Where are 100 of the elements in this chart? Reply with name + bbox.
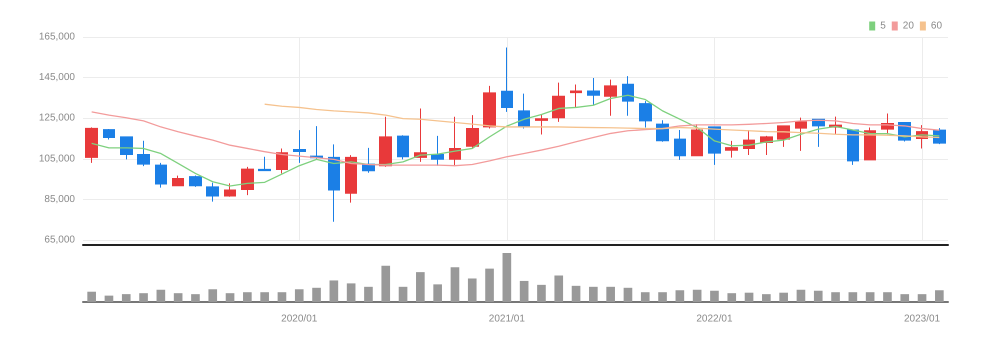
candlestick <box>501 47 513 112</box>
candlestick <box>570 84 582 108</box>
candlestick <box>604 79 617 116</box>
line-series <box>91 94 940 187</box>
candlestick <box>328 144 340 222</box>
bar <box>191 294 200 302</box>
candlestick <box>85 126 98 164</box>
x-tick-label: 2023/01 <box>904 314 941 324</box>
line-series <box>91 111 940 166</box>
bar <box>520 280 528 302</box>
line-series <box>264 104 940 138</box>
candlestick <box>206 182 219 202</box>
bar <box>398 286 408 302</box>
legend-label: 20 <box>902 20 914 32</box>
bar <box>381 266 390 302</box>
candlestick <box>293 130 306 164</box>
bar <box>416 272 425 302</box>
candlestick <box>120 136 133 160</box>
bar <box>624 288 632 302</box>
candlestick <box>639 100 652 128</box>
candlestick <box>587 78 600 106</box>
candlestick <box>345 154 357 204</box>
x-tick-label: 2022/01 <box>696 314 733 324</box>
candlestick <box>103 128 115 140</box>
bar <box>640 292 650 302</box>
bar <box>243 292 252 302</box>
bar <box>692 290 702 302</box>
bar <box>658 292 667 302</box>
bar <box>156 290 166 302</box>
bar <box>848 292 858 302</box>
bar <box>796 290 806 302</box>
bar <box>918 294 926 302</box>
bar <box>139 293 148 302</box>
candlestick <box>864 127 876 160</box>
bar <box>278 292 286 302</box>
legend-label: 5 <box>880 20 886 32</box>
bar <box>727 293 736 302</box>
candlestick <box>155 162 167 188</box>
bar <box>676 290 684 302</box>
bar <box>450 267 460 302</box>
candlestick <box>535 114 548 135</box>
candlestick <box>137 140 150 167</box>
bar <box>710 290 719 302</box>
bar <box>312 288 321 302</box>
y-tick-label: 145,000 <box>38 72 76 84</box>
candlestick <box>691 124 703 156</box>
bar <box>762 294 771 302</box>
bar <box>572 286 580 302</box>
bar <box>866 292 874 302</box>
candlestick <box>466 114 479 149</box>
y-tick-label: 105,000 <box>38 153 76 164</box>
bar <box>208 289 218 302</box>
bar <box>935 290 944 302</box>
candlestick <box>431 135 444 166</box>
bar <box>468 278 477 302</box>
y-tick-label: 165,000 <box>38 32 76 42</box>
y-tick-label: 125,000 <box>38 112 76 124</box>
candlestick <box>397 134 409 160</box>
bar <box>346 283 356 302</box>
bar <box>260 292 269 302</box>
bar <box>485 268 494 302</box>
candlestick <box>622 76 634 116</box>
bar <box>174 293 182 302</box>
bar <box>294 289 304 302</box>
candlestick <box>795 117 807 152</box>
candlestick <box>674 129 686 160</box>
bar <box>433 284 442 302</box>
y-tick-label: 65,000 <box>44 234 76 246</box>
bar <box>537 284 546 302</box>
candlestick <box>483 85 496 130</box>
y-tick-label: 85,000 <box>44 194 76 205</box>
bar <box>744 292 754 302</box>
bar <box>779 292 788 302</box>
bar <box>831 292 840 302</box>
candlestick <box>258 156 271 172</box>
bar <box>554 276 564 302</box>
candlestick <box>656 120 669 142</box>
bar <box>226 293 234 302</box>
candlestick <box>189 174 202 188</box>
bar <box>122 294 131 302</box>
candlestick <box>224 182 236 198</box>
bar <box>502 253 512 302</box>
candlestick <box>518 93 530 130</box>
bar <box>900 294 910 302</box>
bar <box>330 280 338 302</box>
candlestick <box>552 82 565 122</box>
x-tick-label: 2020/01 <box>281 314 318 324</box>
bar <box>814 290 823 302</box>
candlestick <box>449 116 461 167</box>
x-tick-label: 2021/01 <box>488 314 526 324</box>
bar <box>606 286 615 302</box>
bar <box>883 292 892 302</box>
candlestick <box>276 148 288 174</box>
bar <box>104 296 114 302</box>
bar <box>87 292 96 302</box>
candlestick <box>379 116 392 168</box>
candlestick <box>172 175 184 186</box>
legend-label: 60 <box>930 20 942 32</box>
candlestick <box>847 129 859 166</box>
bar <box>364 286 373 302</box>
